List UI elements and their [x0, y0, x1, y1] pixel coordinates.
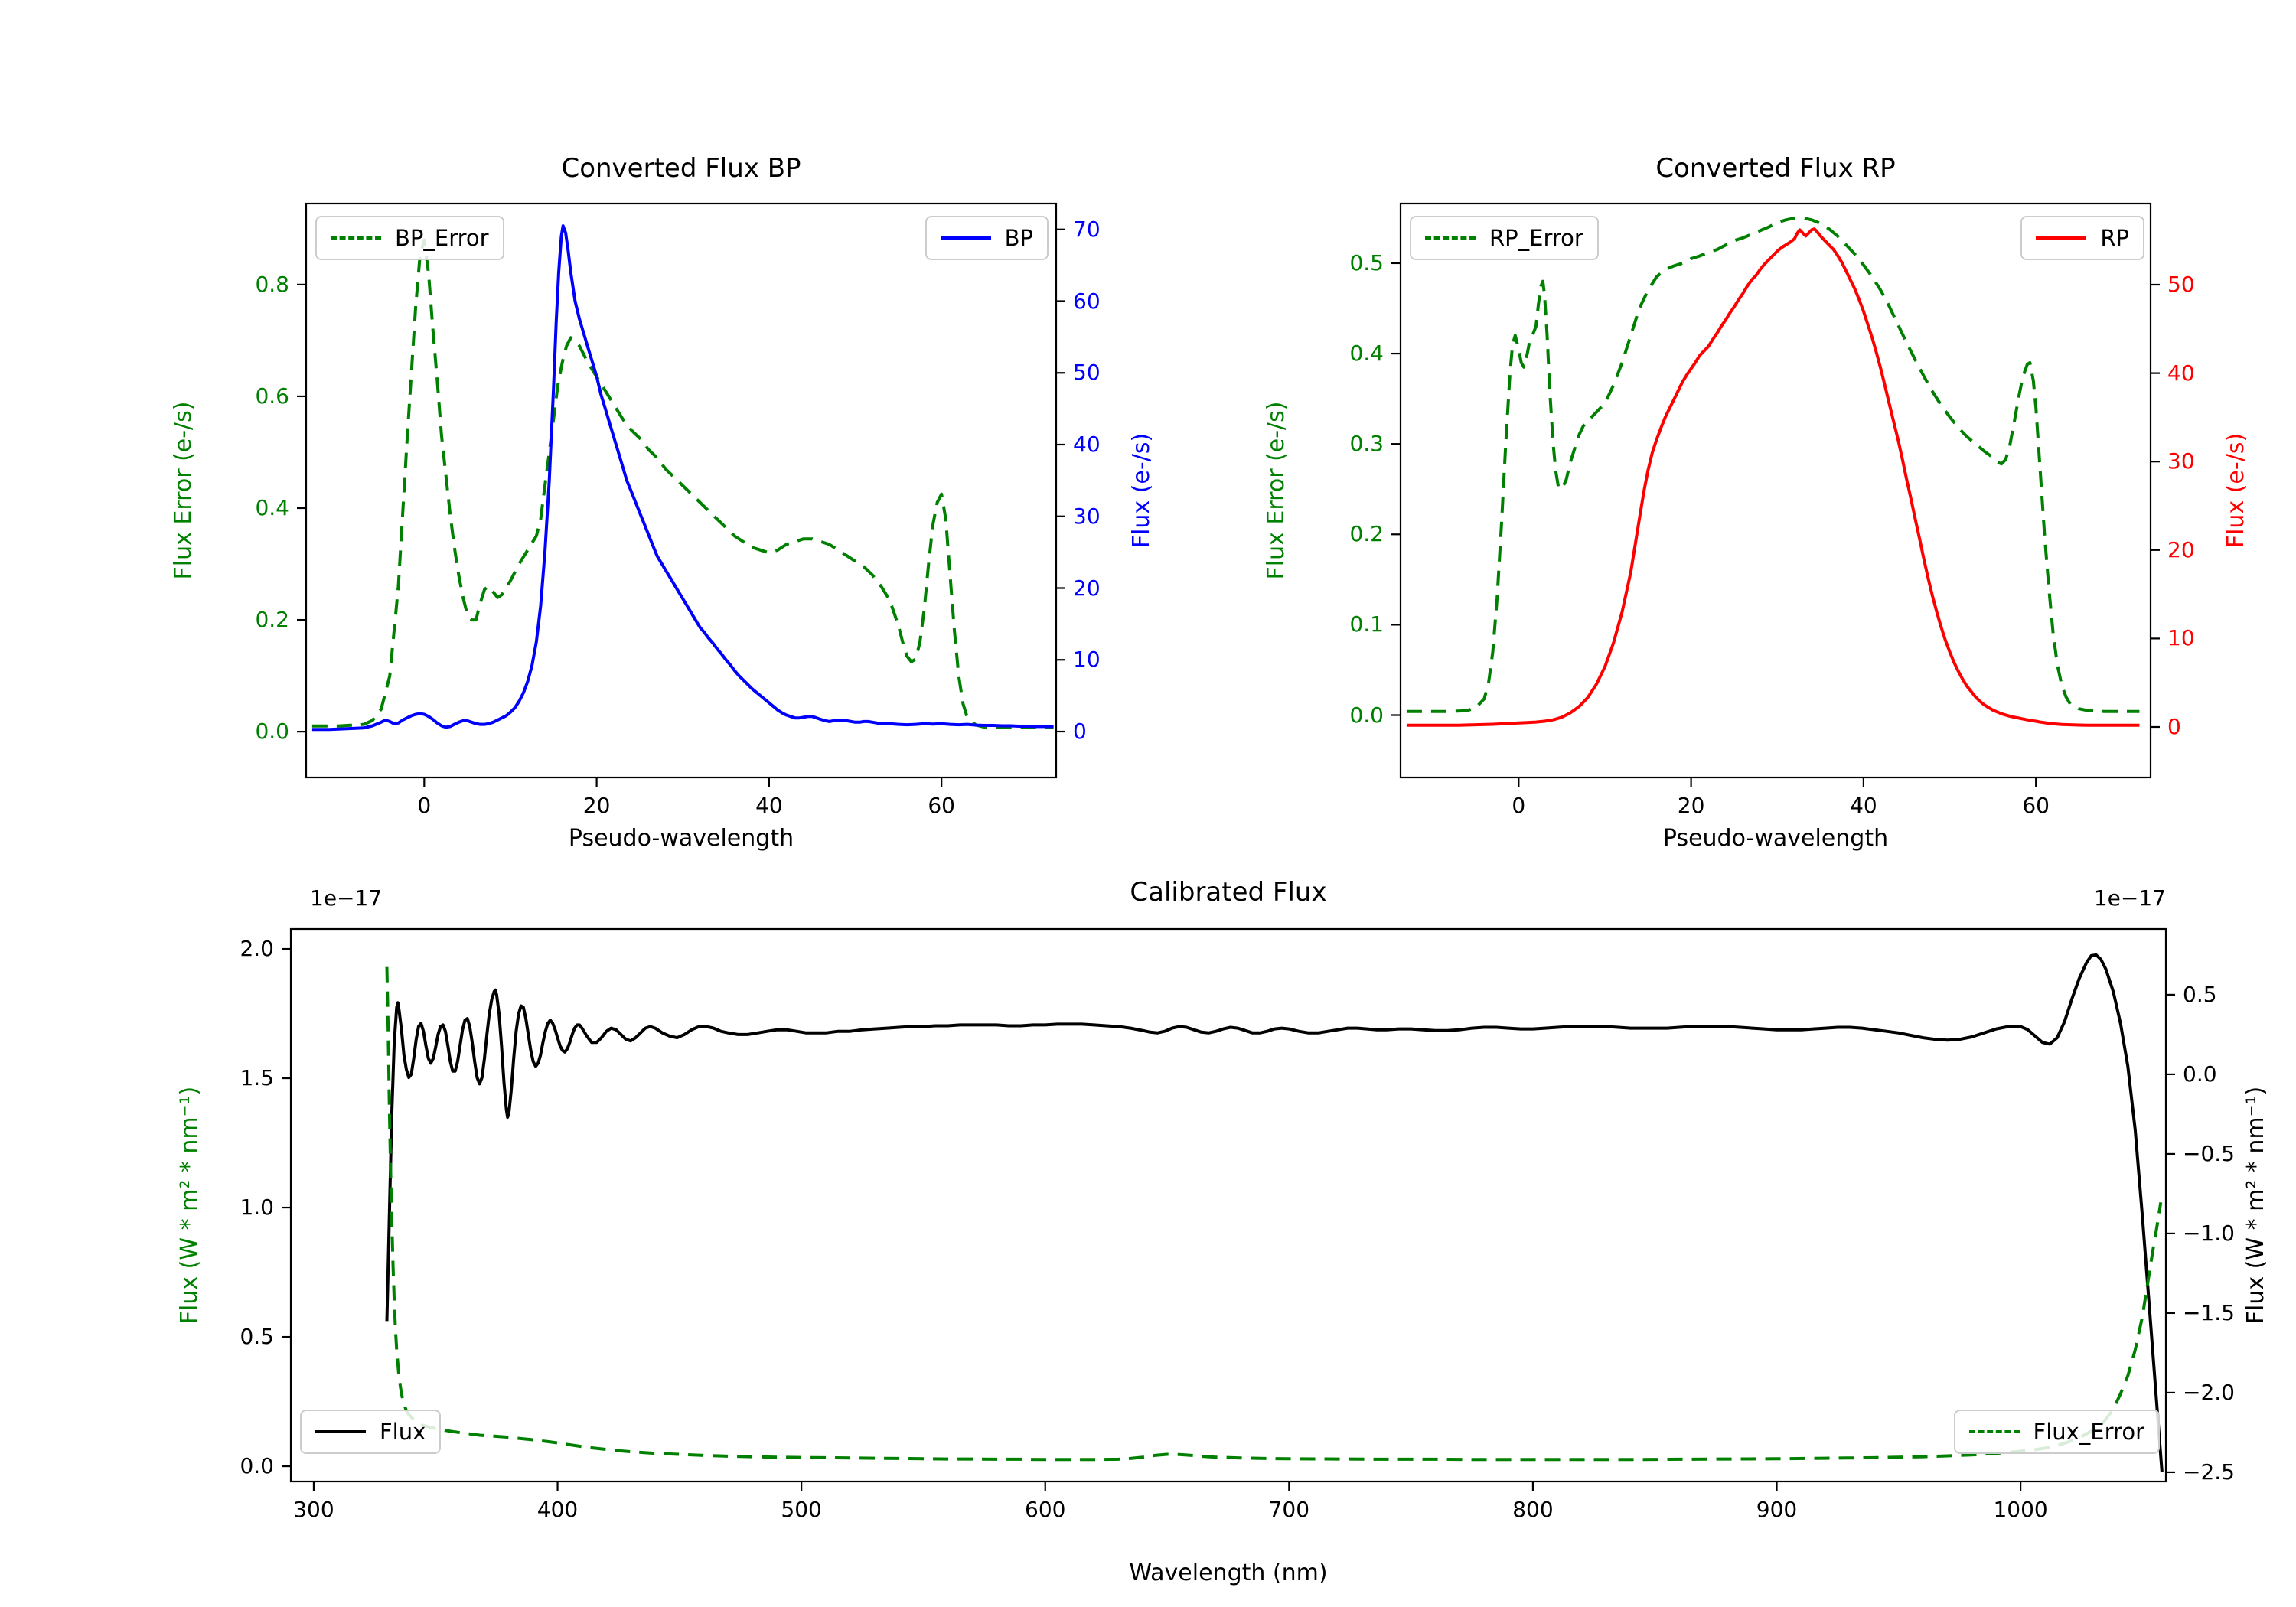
legend-rp: RP: [2020, 216, 2144, 260]
flux-error-line: [385, 966, 2163, 1462]
calibrated-right-yaxis-label: Flux (W * m² * nm⁻¹): [2242, 1086, 2269, 1325]
flux-legend-label: Flux: [380, 1419, 426, 1445]
legend-bp: BP: [925, 216, 1049, 260]
bp-error-legend-label: BP_Error: [395, 225, 489, 251]
bp-error-legend-line-sample: [331, 236, 381, 240]
legend-flux-error: Flux_Error: [1953, 1410, 2160, 1454]
bp-legend-label: BP: [1004, 225, 1033, 251]
flux-legend-line-sample: [315, 1430, 366, 1433]
left-axis-offset-text: 1e−17: [310, 885, 383, 911]
legend-flux: Flux: [300, 1410, 442, 1454]
calibrated-plot-title: Calibrated Flux: [1130, 877, 1327, 908]
bp-error-line: [311, 238, 1054, 729]
calibrated-left-yaxis-label: Flux (W * m² * nm⁻¹): [176, 1086, 203, 1325]
flux-line: [385, 953, 2164, 1473]
bp-xaxis-label: Pseudo-wavelength: [568, 825, 794, 852]
flux-error-legend-line-sample: [1968, 1430, 2020, 1433]
bp-plot-title: Converted Flux BP: [561, 153, 801, 184]
rp-left-yaxis-label: Flux Error (e-/s): [1263, 401, 1290, 580]
legend-rp-error: RP_Error: [1410, 216, 1599, 260]
rp-legend-line-sample: [2036, 236, 2087, 240]
bp-axes-spines: [305, 202, 1058, 779]
rp-legend-label: RP: [2100, 225, 2129, 251]
rp-error-legend-line-sample: [1425, 236, 1476, 240]
bp-right-yaxis-label: Flux (e-/s): [1128, 432, 1155, 549]
calibrated-xaxis-label: Wavelength (nm): [1129, 1560, 1328, 1586]
bp-left-yaxis-label: Flux Error (e-/s): [170, 401, 197, 580]
rp-xaxis-label: Pseudo-wavelength: [1662, 825, 1889, 852]
legend-bp-error: BP_Error: [315, 216, 504, 260]
rp-axes-spines: [1399, 202, 2152, 779]
rp-error-legend-label: RP_Error: [1489, 225, 1583, 251]
rp-error-line: [1406, 216, 2140, 713]
calibrated-axes-spines: [289, 927, 2167, 1483]
right-axis-offset-text: 1e−17: [2093, 885, 2166, 911]
rp-plot-title: Converted Flux RP: [1655, 153, 1896, 184]
rp-line: [1406, 227, 2140, 727]
bp-legend-line-sample: [940, 236, 991, 240]
rp-right-yaxis-label: Flux (e-/s): [2223, 432, 2249, 549]
flux-error-legend-label: Flux_Error: [2033, 1419, 2144, 1445]
bp-line: [311, 224, 1054, 732]
